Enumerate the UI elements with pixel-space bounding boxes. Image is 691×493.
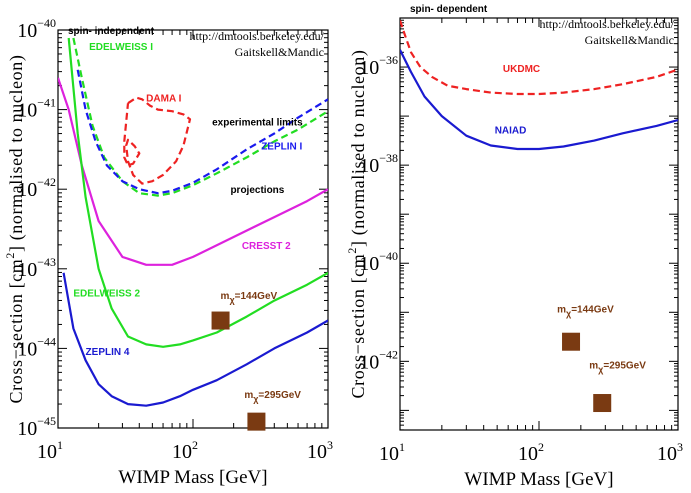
y-tick-label: 10−38 [359,151,398,177]
y-tick-label: 10−40 [359,249,398,275]
series-ukdmc [400,20,678,96]
corner-label: spin- dependent [410,4,488,15]
mass-marker-label: mχ=144GeV [221,291,278,305]
left-panel: 101 102 103 10−40 10−41 10−42 10−43 10−44 10−45 W… [3,16,333,488]
series-label-cresst-2: CRESST 2 [242,241,291,252]
x-tick-label: 102 [172,438,198,463]
annotation-experimental-limits: experimental limits [212,118,303,129]
y-tick-label: 10−45 [17,414,56,440]
x-axis-label: WIMP Mass [GeV] [464,469,613,490]
x-tick-label: 102 [518,440,544,465]
mass-marker [562,332,581,351]
series-edelweiss-2 [67,37,328,348]
annotation-projections: projections [230,185,284,196]
right-panel: 101 102 103 10−36 10−38 10−40 10−42 WIMP Mass [… [345,4,683,490]
credit-url: http://dmtools.berkeley.edu/ [189,29,324,43]
mass-marker [211,311,230,330]
series-label-edelweiss-i: EDELWEISS I [89,42,153,53]
series-naiad [400,49,678,151]
y-tick-label: 10−36 [359,53,398,79]
series-label-dama-i: DAMA I [146,94,181,105]
credit-authors: Gaitskell&Mandic [585,33,674,47]
mass-marker [593,394,612,413]
series-edelweiss-i [72,37,328,197]
y-tick-label: 10−42 [17,175,56,201]
series-label-zeplin-4: ZEPLIN 4 [86,347,130,358]
mass-marker-label: mχ=144GeV [557,304,614,318]
y-tick-label: 10−42 [359,347,398,373]
y-axis-label: Cross−section [cm2] (normalised to nucle… [345,50,369,399]
series-cresst-2 [58,77,328,266]
series-zeplin-4 [62,272,328,407]
series-label-zeplin-i: ZEPLIN I [261,141,302,152]
y-axis-label: Cross−section [cm2] (normalised to nucle… [3,55,27,404]
mass-marker [247,412,266,431]
series-label-ukdmc: UKDMC [503,64,540,75]
x-axis-label: WIMP Mass [GeV] [118,467,267,488]
credit-authors: Gaitskell&Mandic [235,45,324,59]
mass-marker-label: mχ=295GeV [244,390,301,404]
x-tick-label: 103 [307,438,333,463]
y-tick-label: 10−43 [17,255,56,281]
y-tick-label: 10−41 [17,96,56,122]
series-zeplin-i [76,69,328,195]
y-tick-label: 10−44 [17,334,56,360]
credit-url: http://dmtools.berkeley.edu/ [539,17,674,31]
y-tick-label: 10−40 [17,16,56,42]
plot-frame [57,29,329,429]
x-tick-label: 103 [657,440,683,465]
corner-label: spin- independent [68,26,155,37]
x-tick-label: 101 [37,438,63,463]
series-dama-i [123,96,192,185]
x-tick-label: 101 [379,440,405,465]
mass-marker-label: mχ=295GeV [589,361,646,375]
series-label-naiad: NAIAD [495,125,527,136]
series-label-edelweiss-2: EDELWEISS 2 [73,289,140,300]
